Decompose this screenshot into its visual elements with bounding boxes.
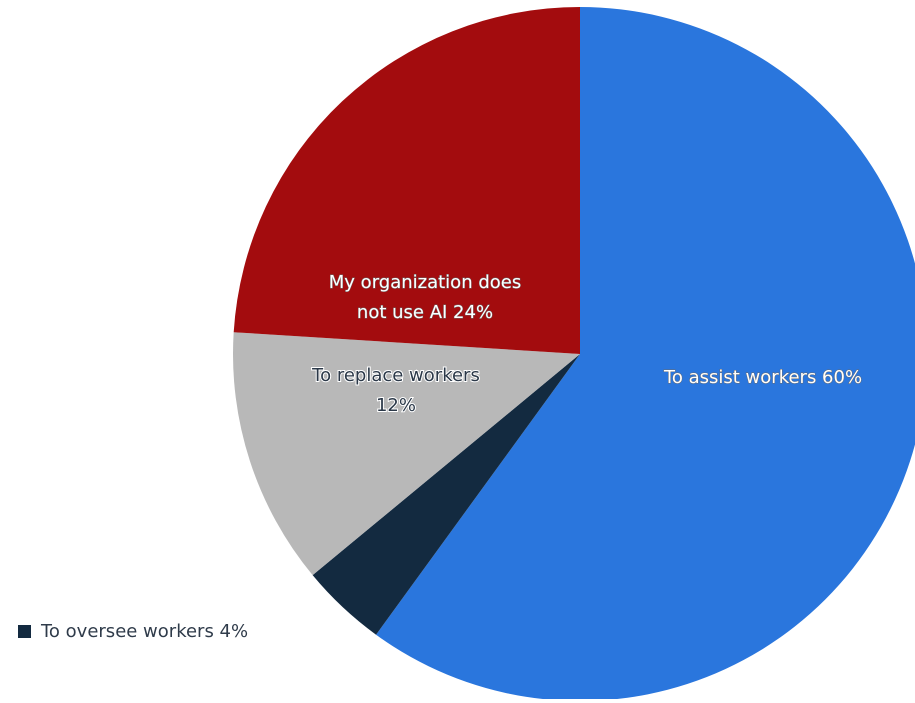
pie-slice-to-oversee-workers <box>312 354 580 635</box>
legend-swatch-oversee <box>18 625 31 638</box>
chart-legend: To oversee workers 4% <box>18 621 248 642</box>
pie-slice-to-assist-workers <box>376 7 915 701</box>
data-label-line: To assist workers 60% <box>663 367 862 388</box>
data-label-to-assist-workers: To assist workers 60% <box>663 367 862 388</box>
pie-slices <box>233 6 915 701</box>
data-label-my-organization-does-not-use-ai: My organization does not use AI 24% <box>329 272 521 323</box>
pie-slice-my-organization-does-not-use-ai <box>233 6 580 355</box>
data-label-line: My organization does <box>329 272 521 293</box>
pie-data-labels: To assist workers 60% To replace workers 1… <box>310 272 862 417</box>
data-label-line: not use AI 24% <box>357 302 493 323</box>
data-label-line: 12% <box>376 395 416 416</box>
legend-label-oversee: To oversee workers 4% <box>41 621 249 642</box>
pie-slice-to-replace-workers <box>233 332 581 576</box>
data-label-to-replace-workers: To replace workers 12% <box>311 365 480 416</box>
data-label-line: To replace workers <box>311 365 480 386</box>
